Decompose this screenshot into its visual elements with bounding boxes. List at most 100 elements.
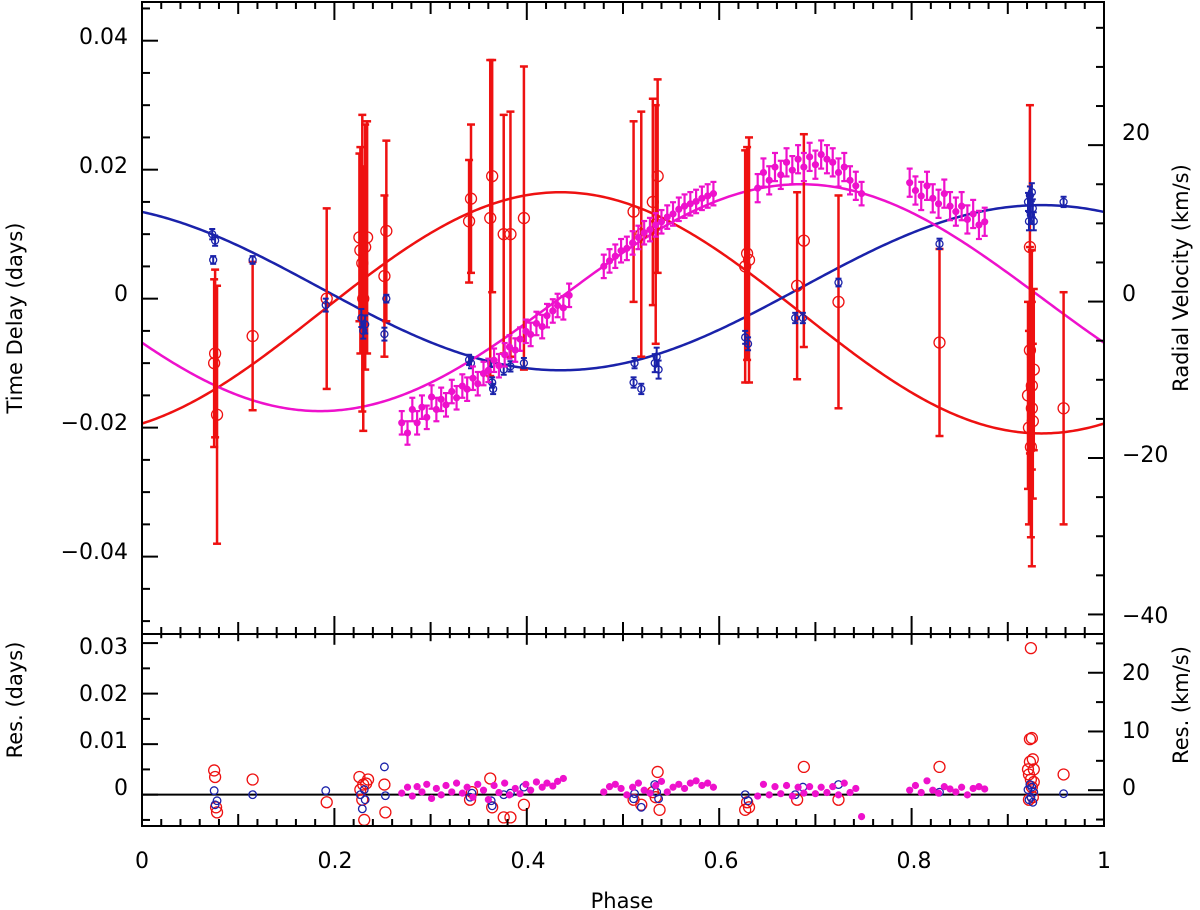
top-left-tick-label: −0.02 [61,411,128,436]
rv-data-point [754,184,762,192]
rv-residual-point [800,789,808,797]
rv-residual-point [463,783,471,791]
rv-data-point [771,163,779,171]
red-residual-point [517,798,531,811]
rv-data-point [501,351,509,359]
rv-residual-point [646,789,654,797]
blue-residual-points [209,762,1069,814]
bottom-left-tick-label: 0 [114,776,128,801]
rv-residual-point [704,779,712,787]
red-residual-point [1026,753,1039,766]
bottom-left-tick-label: 0.02 [79,682,128,707]
rv-residual-point [442,781,450,790]
red-residual-point [504,811,517,824]
rv-residual-point [929,786,937,794]
rv-data-point [543,312,551,320]
rv-residual-point [617,784,625,793]
rv-data-point [958,202,966,210]
red-residual-point [358,813,371,827]
blue-residual-point [629,794,639,804]
rv-data-point [963,215,971,224]
rv-data-point [765,176,773,184]
axis-ticks [141,2,1105,826]
rv-data-point [834,168,843,177]
red-residual-point [361,773,375,786]
rv-residual-point [474,780,482,788]
x-tick-label: 0.2 [318,849,353,874]
rv-residual-point [946,785,954,793]
red-data-point [1027,363,1040,376]
x-tick-label: 0.8 [897,849,932,874]
panel-frames [141,1,1105,827]
blue-data-point [382,294,391,303]
red-data-point [208,347,222,360]
red-data-point [357,292,370,305]
rv-data-point [448,387,456,396]
red-data-point [484,211,497,225]
rv-data-point [646,226,654,234]
rv-residual-point [680,784,689,793]
rv-residual-point [852,784,860,793]
rv-residual-point [522,780,530,788]
rv-data-point [794,155,802,163]
rv-data-point [946,202,954,210]
rv-data-point [917,192,925,200]
red-data-point [933,336,946,349]
rv-data-point [975,221,983,229]
bottom-left-tick-label: 0.03 [79,635,128,660]
top-right-y-axis-label: Radial Velocity (km/s) [1169,164,1193,392]
blue-time-delay-model-curve [141,203,1105,372]
red-residual-point [378,778,391,791]
red-residual-point [933,760,946,774]
red-residual-point [1057,768,1070,781]
blue-residual-point [359,785,369,795]
rv-residual-point [829,783,837,791]
red-data-point [360,231,374,244]
rv-residual-point [418,788,426,796]
rv-data-point [463,385,471,393]
rv-data-point [857,190,866,198]
blue-data-point [743,339,753,348]
blue-data-point [834,278,843,287]
rv-residual-point [532,778,541,786]
bottom-right-tick-label: 10 [1122,719,1150,744]
blue-data-point [321,300,330,310]
top-left-tick-label: 0 [114,282,128,307]
rv-data-point [495,362,503,370]
blue-residual-point [1029,787,1039,797]
rv-residual-points [398,774,989,821]
rv-residual-point [432,784,440,793]
red-residual-point [484,772,497,785]
red-residual-point [635,798,648,811]
top-right-tick-label: −20 [1122,443,1168,468]
rv-residual-point [963,791,971,799]
red-residual-point [210,806,224,819]
rv-data-point [782,158,791,166]
red-residual-point [1027,775,1040,789]
blue-data-point [629,378,638,387]
top-left-tick-label: −0.04 [61,540,128,565]
blue-data-point [630,358,639,368]
rv-data-point [817,150,825,159]
rv-residual-point [906,786,914,794]
rv-residual-point [413,783,421,791]
rv-residual-point [934,789,943,797]
red-residual-point [246,773,259,786]
red-residual-point [1024,641,1038,655]
blue-residual-point [357,804,367,814]
rv-residual-point [657,777,666,785]
rv-data-point [623,244,631,252]
rv-residual-point [981,785,989,793]
blue-data-point [210,236,220,245]
rv-data-point [940,190,948,198]
rv-data-point [911,186,920,195]
rv-data-point [605,257,614,265]
rv-residual-point [458,789,466,797]
blue-residual-point [360,795,370,805]
red-data-point [832,295,845,309]
rv-data-point [640,229,648,237]
rv-residual-point [398,789,406,797]
rv-data-point [629,239,637,247]
rv-data-point [800,163,808,171]
